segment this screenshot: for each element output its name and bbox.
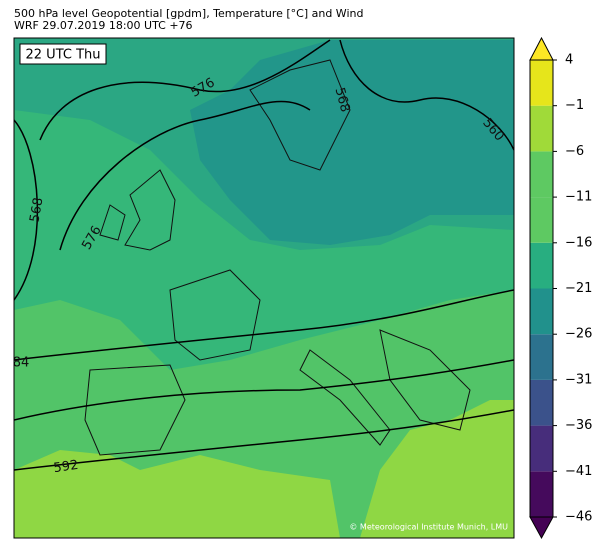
field bbox=[14, 450, 340, 538]
time-label: 22 UTC Thu bbox=[26, 48, 101, 63]
subtitle: WRF 29.07.2019 18:00 UTC +76 bbox=[14, 19, 193, 32]
contour-label: 568 bbox=[27, 196, 46, 223]
colorbar-bin bbox=[530, 425, 553, 472]
field bbox=[190, 40, 514, 245]
colorbar-bin bbox=[530, 60, 553, 106]
contour-label: 568 bbox=[332, 86, 353, 114]
contour-label: 84 bbox=[13, 356, 30, 371]
map: 22 UTC Thu © Meteorological Institute Mu… bbox=[13, 38, 514, 538]
colorbar-bin bbox=[530, 105, 553, 152]
colorbar-bin bbox=[530, 151, 553, 198]
colorbar-tick-label: −36 bbox=[565, 418, 592, 433]
coastlines bbox=[84, 59, 471, 456]
colorbar-tick-label: −1 bbox=[565, 98, 584, 113]
colorbar-tick-label: −21 bbox=[565, 281, 592, 296]
field bbox=[360, 400, 514, 538]
contours bbox=[14, 39, 514, 471]
map-frame bbox=[13, 37, 515, 539]
contour-label: 592 bbox=[53, 458, 80, 476]
colorbar-tick-label: 4 bbox=[565, 53, 573, 68]
colorbar-under bbox=[529, 516, 554, 540]
colorbar-tick-label: −26 bbox=[565, 327, 592, 342]
copyright: © Meteorological Institute Munich, LMU bbox=[349, 523, 508, 532]
time-label-box bbox=[19, 43, 107, 65]
colorbar-tick-label: −41 bbox=[565, 464, 592, 479]
colorbar-tick-label: −46 bbox=[565, 510, 592, 525]
colorbar-tick-label: −16 bbox=[565, 235, 592, 250]
colorbar-bin bbox=[530, 471, 553, 517]
colorbar-bin bbox=[530, 242, 553, 289]
colorbar-bin bbox=[530, 379, 553, 426]
colorbar-bin bbox=[530, 288, 553, 335]
colorbar: −46 −41 −36 −31 −26 −21 −16 −11 −6 −1 4 bbox=[529, 36, 592, 540]
colorbar-tick-label: −11 bbox=[565, 190, 592, 205]
colorbar-tick-label: −31 bbox=[565, 372, 592, 387]
colorbar-bin bbox=[530, 197, 553, 243]
colorbar-bin bbox=[530, 334, 553, 380]
colorbar-over bbox=[529, 36, 554, 61]
colorbar-tick-label: −6 bbox=[565, 144, 584, 159]
title: 500 hPa level Geopotential [gpdm], Tempe… bbox=[14, 7, 363, 20]
